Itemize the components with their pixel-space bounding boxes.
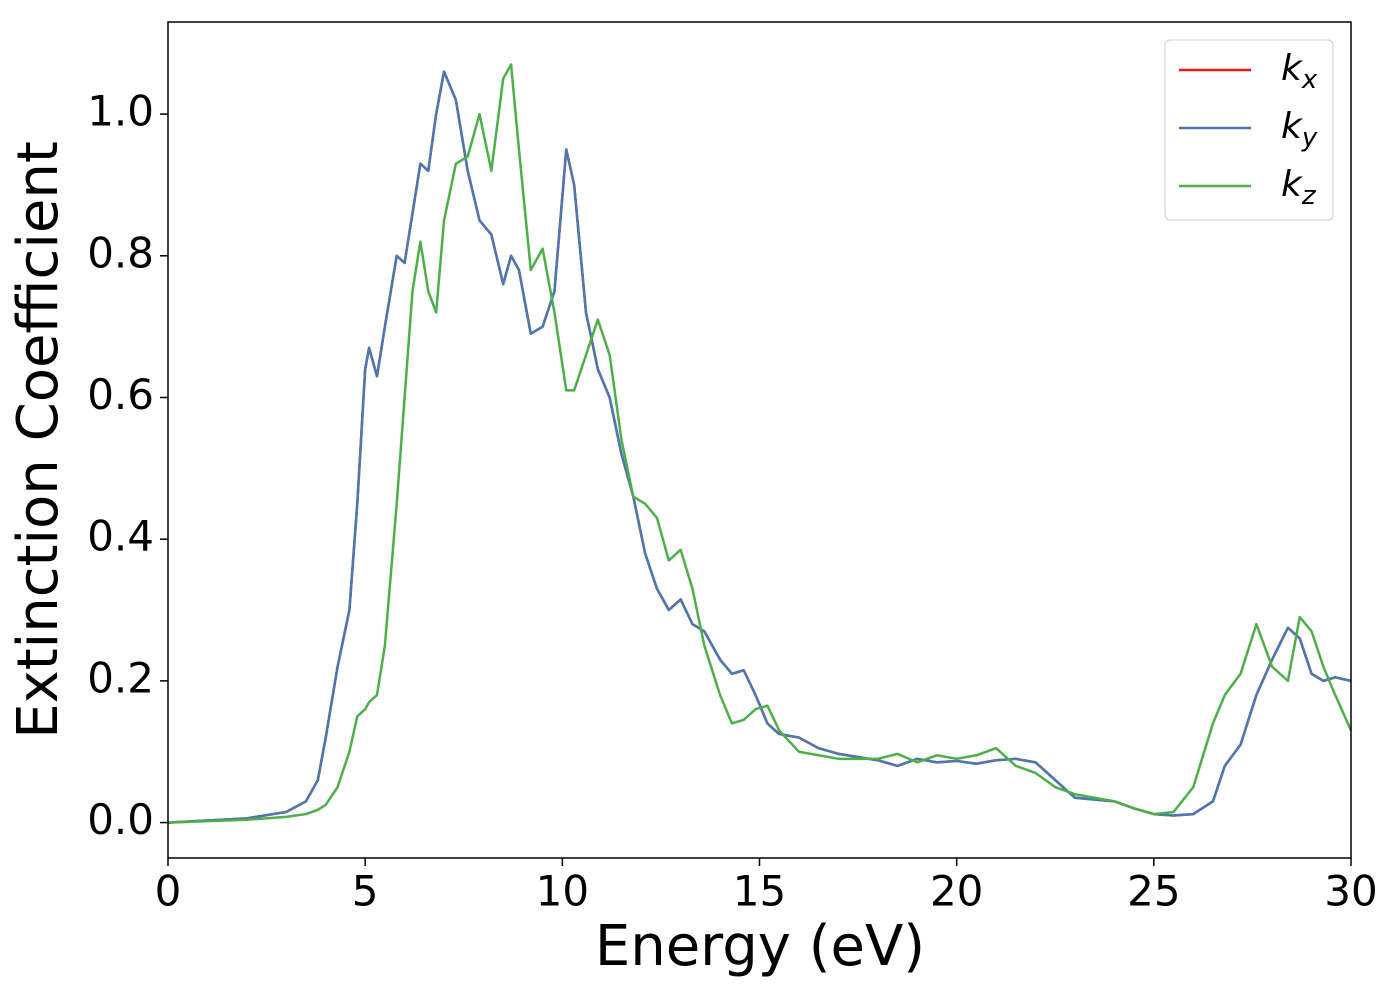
y-tick-label: 0.6 (87, 370, 154, 419)
legend-label: kx (1281, 48, 1318, 95)
data-line (167, 63, 1353, 824)
legend-box (1164, 39, 1334, 221)
x-tick-label: 0 (155, 867, 182, 916)
x-tick-label: 25 (1127, 867, 1180, 916)
x-axis-label: Energy (eV) (595, 914, 925, 979)
y-tick-label: 0.2 (87, 653, 154, 702)
legend-label: kz (1281, 164, 1317, 211)
x-tick-label: 5 (352, 867, 379, 916)
legend-label: ky (1281, 106, 1318, 153)
y-axis-label: Extinction Coefficient (6, 141, 71, 739)
y-tick-label: 0.8 (87, 228, 154, 277)
plot-frame (167, 21, 1352, 859)
x-tick-label: 10 (536, 867, 589, 916)
x-tick-label: 15 (733, 867, 786, 916)
y-tick-label: 0.4 (87, 512, 154, 561)
y-tick-label: 0.0 (87, 795, 154, 844)
x-tick-label: 20 (930, 867, 983, 916)
x-tick-label: 30 (1324, 867, 1377, 916)
y-tick-label: 1.0 (87, 87, 154, 136)
